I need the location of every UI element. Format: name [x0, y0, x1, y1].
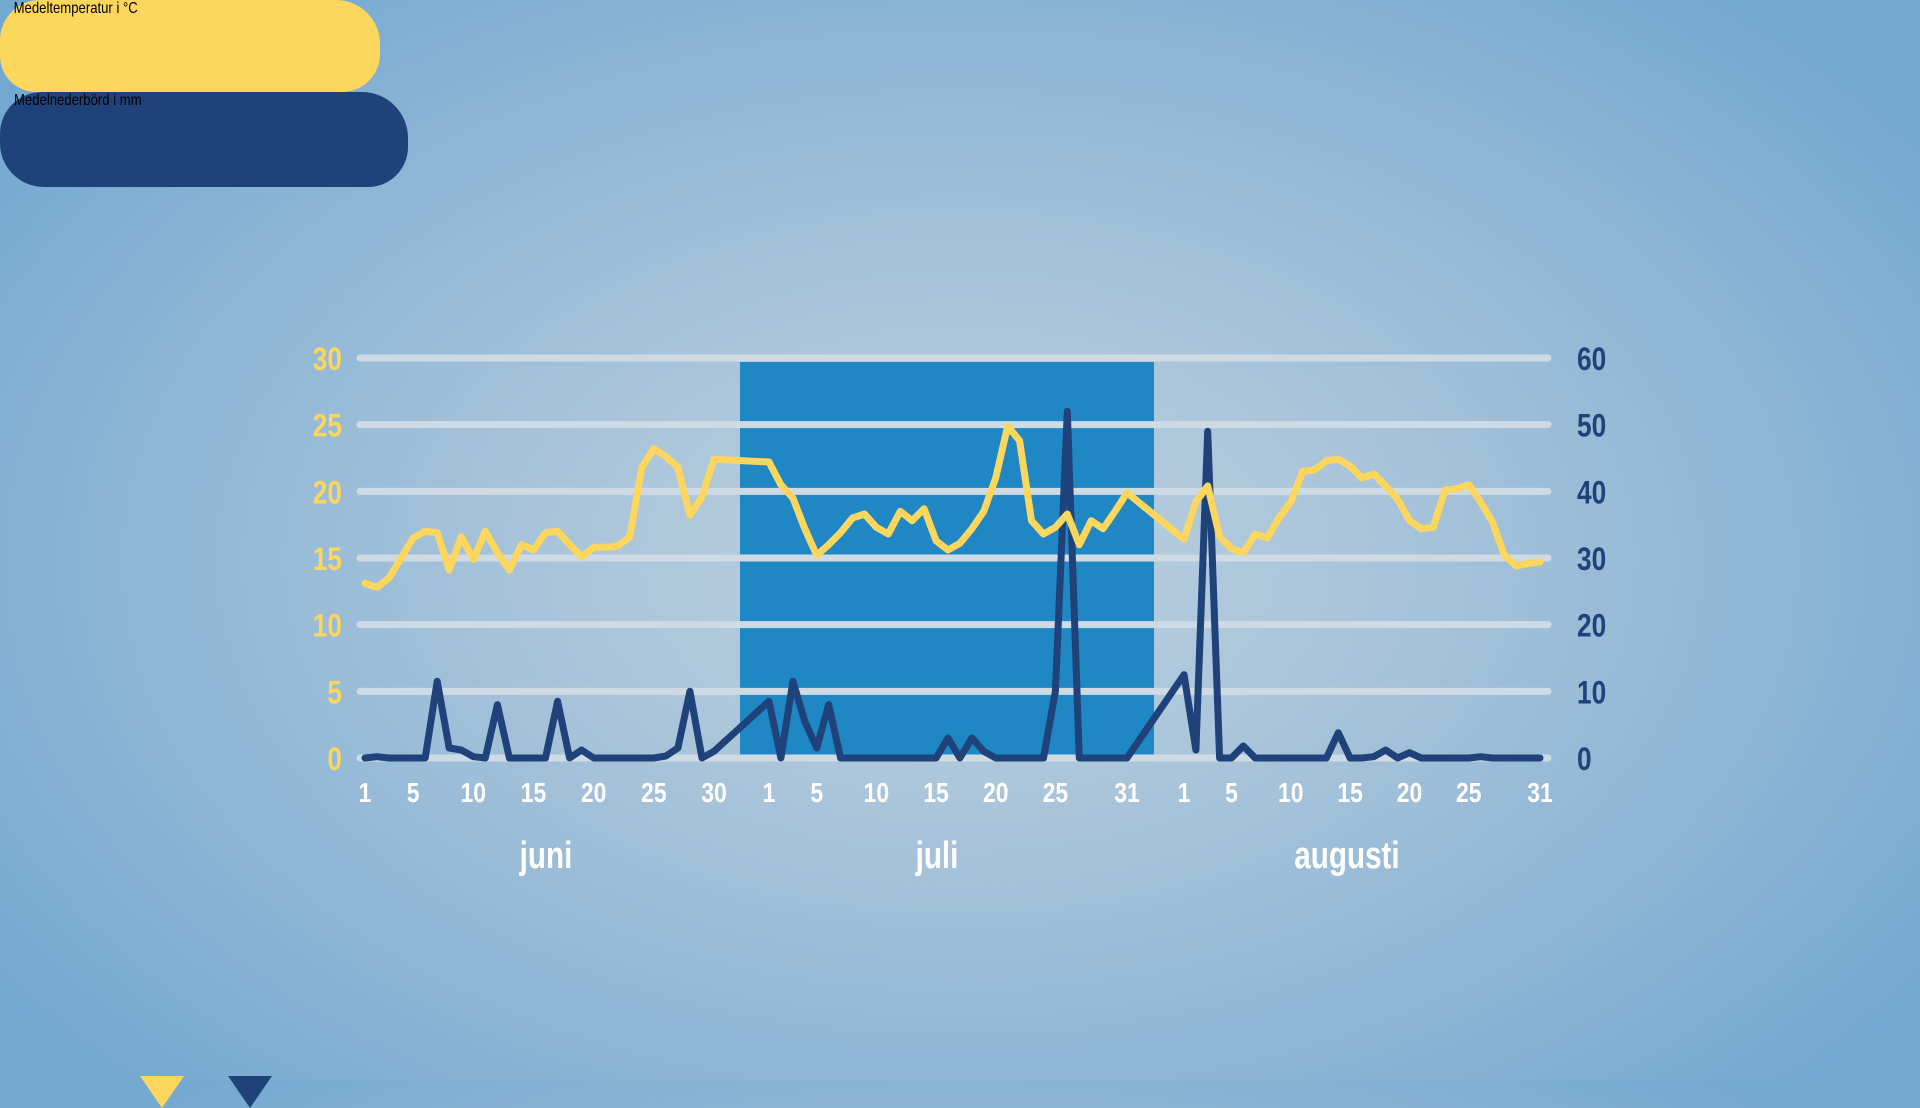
- day-tick: 5: [1225, 778, 1238, 809]
- precipitation-axis: 0 10 20 30 40 50 60: [1577, 343, 1606, 778]
- day-tick: 10: [864, 778, 890, 809]
- precipitation-legend-bubble: Medelnederbörd i mm: [0, 92, 408, 187]
- day-tick: 15: [923, 778, 949, 809]
- precipitation-legend-label: Medelnederbörd i mm: [14, 92, 142, 109]
- precipitation-line: [361, 407, 1544, 762]
- day-tick: 10: [1278, 778, 1304, 809]
- day-tick: 25: [1456, 778, 1482, 809]
- day-tick: 25: [641, 778, 667, 809]
- precipitation-tick: 20: [1577, 609, 1606, 644]
- temperature-line: [361, 422, 1544, 591]
- day-tick: 15: [1337, 778, 1363, 809]
- temperature-tick: 25: [313, 409, 342, 444]
- day-tick: 1: [763, 778, 776, 809]
- temperature-tick: 5: [327, 676, 342, 711]
- day-tick: 15: [521, 778, 547, 809]
- day-tick: 30: [701, 778, 727, 809]
- month-label-juni: juni: [519, 835, 573, 877]
- day-tick: 1: [1178, 778, 1191, 809]
- temperature-axis: 0 5 10 15 20 25 30: [313, 343, 342, 778]
- day-axis: 1 5 10 15 20 25 30 1 5 10 15 20 25 31 1 5 10 15 20 25 31: [359, 778, 1553, 809]
- day-tick: 10: [461, 778, 487, 809]
- temperature-tick: 10: [313, 609, 342, 644]
- precipitation-tick: 30: [1577, 543, 1606, 578]
- temperature-tick: 15: [313, 543, 342, 578]
- temperature-legend-bubble: Medeltemperatur i °C: [0, 0, 380, 92]
- day-tick: 20: [983, 778, 1009, 809]
- temperature-tick: 30: [313, 343, 342, 378]
- precipitation-tick: 50: [1577, 409, 1606, 444]
- day-tick: 20: [581, 778, 607, 809]
- day-tick: 5: [407, 778, 420, 809]
- temperature-tick: 20: [313, 476, 342, 511]
- day-tick: 25: [1043, 778, 1069, 809]
- precipitation-tick: 10: [1577, 676, 1606, 711]
- temperature-tick: 0: [327, 743, 342, 778]
- temperature-legend-label: Medeltemperatur i °C: [13, 0, 138, 17]
- day-tick: 20: [1397, 778, 1423, 809]
- precipitation-tick: 0: [1577, 743, 1592, 778]
- precipitation-tick: 60: [1577, 343, 1606, 378]
- month-label-juli: juli: [915, 835, 959, 877]
- precipitation-tick: 40: [1577, 476, 1606, 511]
- month-label-augusti: augusti: [1294, 835, 1399, 877]
- month-labels: juni juli augusti: [519, 835, 1400, 877]
- day-tick: 31: [1527, 778, 1553, 809]
- day-tick: 1: [359, 778, 372, 809]
- day-tick: 31: [1114, 778, 1140, 809]
- day-tick: 5: [810, 778, 823, 809]
